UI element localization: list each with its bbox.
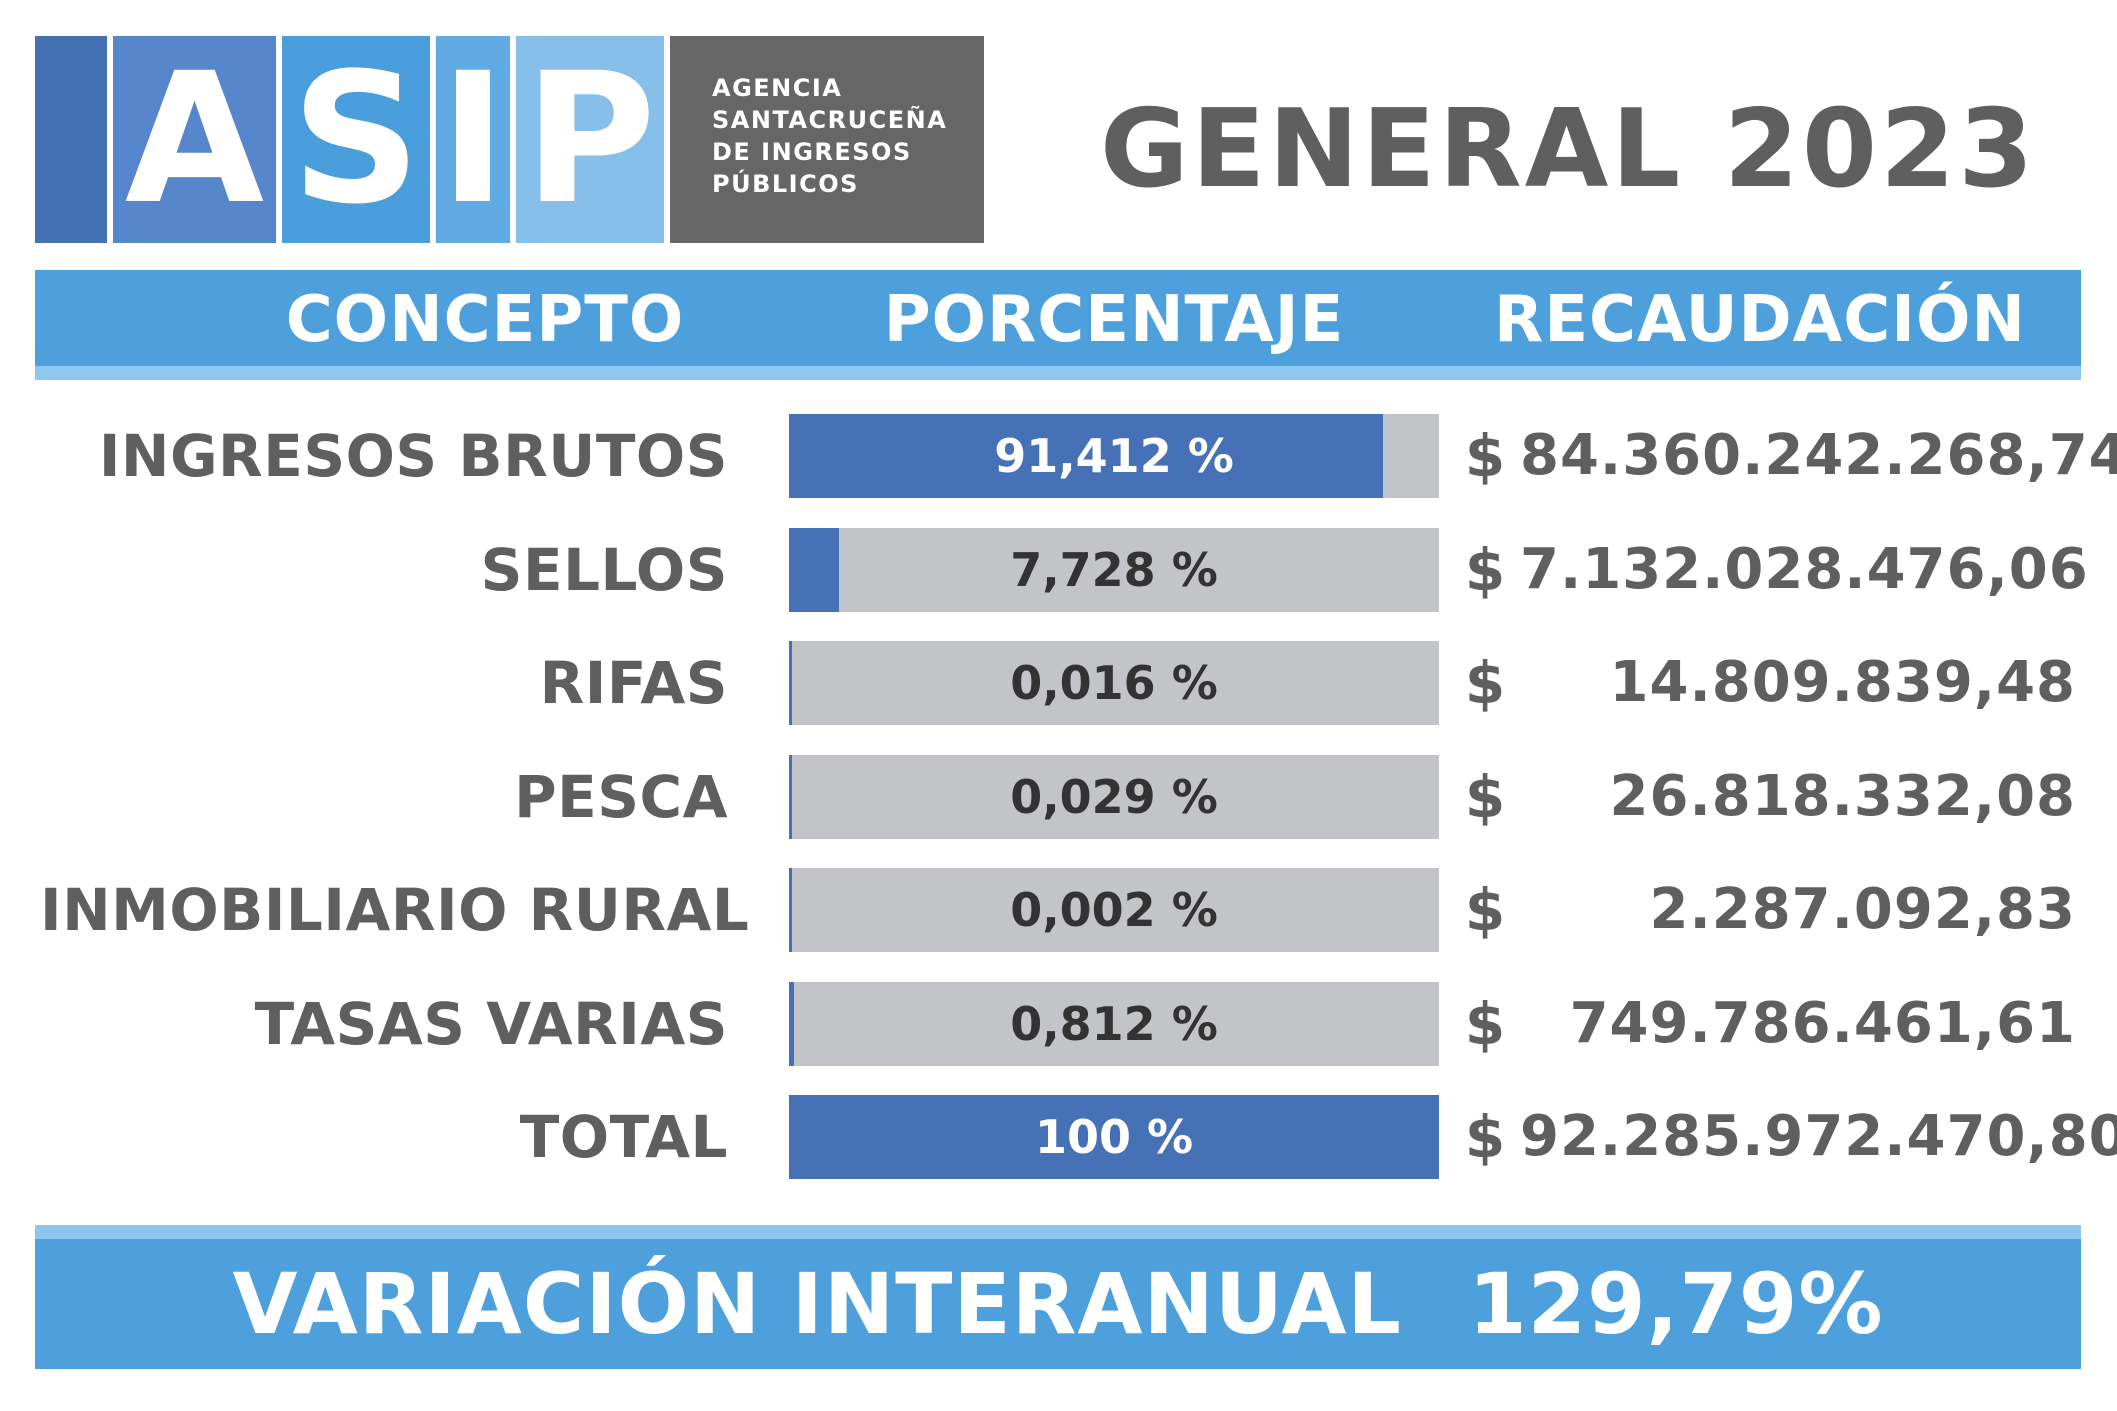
page-title: GENERAL 2023 <box>1100 87 2037 212</box>
logo-block-1 <box>35 36 107 243</box>
currency-symbol: $ <box>1464 763 1506 831</box>
bar-total <box>789 1095 1439 1179</box>
amount-tasas-varias: 749.786.461,61 <box>1569 991 2076 1056</box>
currency-symbol: $ <box>1464 990 1506 1058</box>
logo-block-4 <box>436 36 510 243</box>
header-band <box>35 270 2081 380</box>
currency-symbol: $ <box>1464 422 1506 490</box>
logo-line-4: PÚBLICOS <box>712 170 859 198</box>
variation-value: 129,79% <box>1468 1255 1884 1353</box>
logo-letter-s: S <box>291 34 421 244</box>
bar-inmobiliario-rural <box>789 868 792 952</box>
currency-symbol: $ <box>1464 649 1506 717</box>
bar-track-pesca: 0,029 % <box>789 755 1439 839</box>
currency-symbol: $ <box>1464 876 1506 944</box>
bar-track-inmobiliario-rural: 0,002 % <box>789 868 1439 952</box>
category-label-ingresos-brutos: INGRESOS BRUTOS <box>98 422 728 490</box>
header-band-stripe <box>35 366 2081 380</box>
variation-label: VARIACIÓN INTERANUAL <box>232 1255 1402 1353</box>
currency-symbol: $ <box>1464 1103 1506 1171</box>
logo-line-1: AGENCIA <box>712 74 843 102</box>
currency-symbol: $ <box>1464 536 1506 604</box>
footer-stripe <box>35 1225 2081 1239</box>
percent-label-inmobiliario-rural: 0,002 % <box>1010 883 1218 937</box>
amount-sellos: 7.132.028.476,06 <box>1520 537 2089 602</box>
bar-rifas <box>789 641 792 725</box>
percent-label-ingresos-brutos: 91,412 % <box>994 429 1234 483</box>
logo-line-3: DE INGRESOS <box>712 138 912 166</box>
bar-track-sellos: 7,728 % <box>789 528 1439 612</box>
category-label-pesca: PESCA <box>514 763 728 831</box>
logo-block-2 <box>113 36 276 243</box>
bar-tasas-varias <box>789 982 795 1066</box>
amount-pesca: 26.818.332,08 <box>1609 764 2076 829</box>
bar-track-tasas-varias: 0,812 % <box>789 982 1439 1066</box>
logo-block-5 <box>516 36 664 243</box>
logo-letter-a: A <box>124 34 265 244</box>
percent-label-sellos: 7,728 % <box>1010 543 1218 597</box>
bar-track-rifas: 0,016 % <box>789 641 1439 725</box>
logo-letter-p: P <box>524 34 656 244</box>
logo-agency-name: AGENCIA SANTACRUCEÑA DE INGRESOS PÚBLICO… <box>670 36 984 243</box>
bar-ingresos-brutos <box>789 414 1384 498</box>
amount-rifas: 14.809.839,48 <box>1609 650 2076 715</box>
logo-block-3 <box>282 36 430 243</box>
percent-label-rifas: 0,016 % <box>1010 656 1218 710</box>
bar-track-ingresos-brutos: 91,412 % <box>789 414 1439 498</box>
category-label-rifas: RIFAS <box>539 649 728 717</box>
amount-ingresos-brutos: 84.360.242.268,74 <box>1520 423 2117 488</box>
bar-pesca <box>789 755 792 839</box>
category-label-tasas-varias: TASAS VARIAS <box>254 990 728 1058</box>
header-porcentaje: PORCENTAJE <box>883 283 1345 357</box>
footer-band <box>35 1225 2081 1369</box>
percent-label-pesca: 0,029 % <box>1010 770 1218 824</box>
header-concepto: CONCEPTO <box>285 283 685 357</box>
logo-line-2: SANTACRUCEÑA <box>712 106 948 134</box>
category-label-sellos: SELLOS <box>480 536 728 604</box>
category-label-inmobiliario-rural: INMOBILIARIO RURAL <box>40 876 750 944</box>
variation-summary: VARIACIÓN INTERANUAL 129,79% <box>35 1239 2081 1369</box>
bar-track-total: 100 % <box>789 1095 1439 1179</box>
logo-letter-i: I <box>439 34 507 244</box>
header-recaudacion: RECAUDACIÓN <box>1494 283 2026 357</box>
percent-label-total: 100 % <box>1034 1110 1194 1164</box>
percent-label-tasas-varias: 0,812 % <box>1010 997 1218 1051</box>
bar-sellos <box>789 528 840 612</box>
amount-inmobiliario-rural: 2.287.092,83 <box>1649 877 2076 942</box>
amount-total: 92.285.972.470,80 <box>1520 1104 2117 1169</box>
category-label-total: TOTAL <box>519 1103 728 1171</box>
